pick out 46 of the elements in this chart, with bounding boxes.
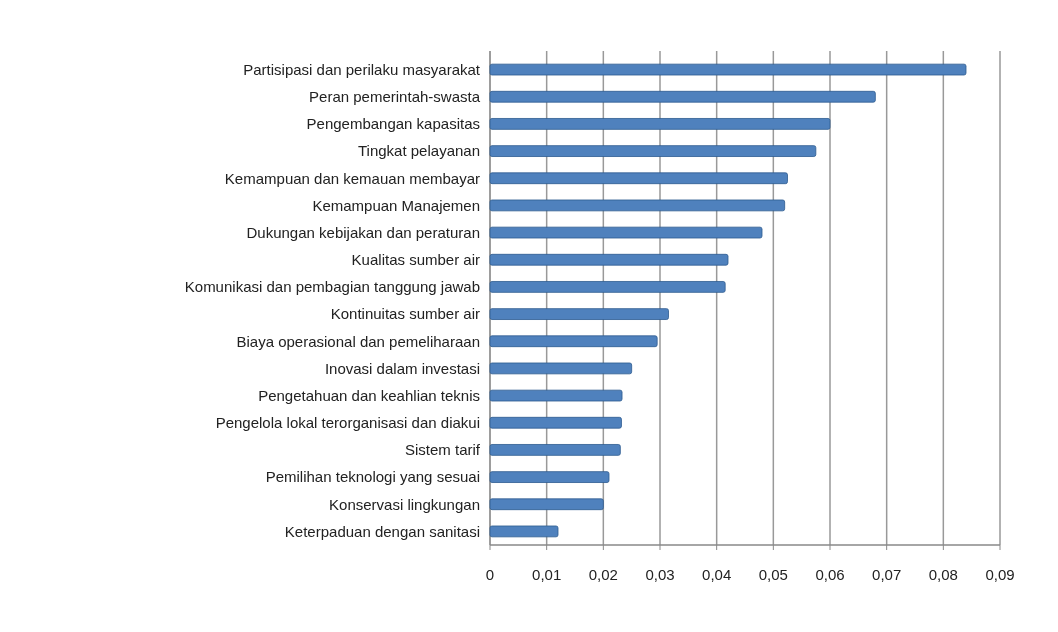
y-tick-label: Keterpaduan dengan sanitasi — [284, 522, 480, 540]
bar — [489, 226, 763, 239]
y-tick-label: Inovasi dalam investasi — [324, 359, 480, 377]
y-tick-label: Komunikasi dan pembagian tanggung jawab — [184, 278, 480, 296]
bar — [489, 444, 621, 456]
bar — [489, 362, 633, 375]
x-tick-label: 0,05 — [758, 566, 788, 583]
y-tick-label: Partisipasi dan perilaku masyarakat — [243, 60, 481, 78]
x-tick-label: 0,03 — [645, 566, 675, 583]
bar — [489, 253, 729, 266]
x-tick-label: 0,02 — [588, 566, 618, 583]
x-tick-label: 0,08 — [928, 566, 958, 583]
bar — [489, 389, 623, 402]
bar — [489, 525, 559, 538]
bar — [489, 90, 876, 103]
y-tick-label: Pemilihan teknologi yang sesuai — [265, 468, 480, 486]
bar — [489, 281, 726, 293]
y-tick-label: Kualitas sumber air — [351, 251, 480, 268]
y-tick-label: Kemampuan dan kemauan membayar — [224, 169, 480, 187]
y-tick-label: Tingkat pelayanan — [357, 142, 480, 160]
y-tick-label: Dukungan kebijakan dan peraturan — [246, 223, 480, 241]
bar — [489, 199, 786, 212]
y-tick-label: Kemampuan Manajemen — [312, 196, 480, 214]
x-tick-label: 0,01 — [532, 566, 562, 583]
bar — [489, 63, 967, 76]
y-tick-label: Biaya operasional dan pemeliharaan — [236, 332, 480, 350]
x-tick-label: 0,09 — [985, 566, 1015, 583]
bar — [489, 308, 669, 320]
x-tick-label: 0,06 — [815, 566, 845, 583]
y-tick-label: Pengembangan kapasitas — [306, 115, 480, 133]
y-tick-label: Peran pemerintah-swasta — [309, 88, 481, 105]
x-tick-label: 0 — [485, 566, 495, 583]
bar — [489, 118, 831, 130]
y-tick-label: Pengelola lokal terorganisasi dan diakui — [215, 414, 480, 431]
bar — [489, 335, 658, 348]
bar — [489, 416, 622, 429]
bar — [489, 172, 788, 185]
bar — [489, 471, 610, 483]
x-tick-label: 0,04 — [702, 566, 732, 583]
y-tick-label: Sistem tarif — [404, 441, 481, 459]
y-tick-label: Pengetahuan dan keahlian teknis — [258, 386, 480, 404]
y-tick-label: Kontinuitas sumber air — [330, 305, 480, 323]
y-tick-label: Konservasi lingkungan — [329, 495, 480, 513]
x-tick-label: 0,07 — [872, 566, 902, 583]
bar — [489, 498, 604, 511]
bar — [489, 145, 817, 157]
